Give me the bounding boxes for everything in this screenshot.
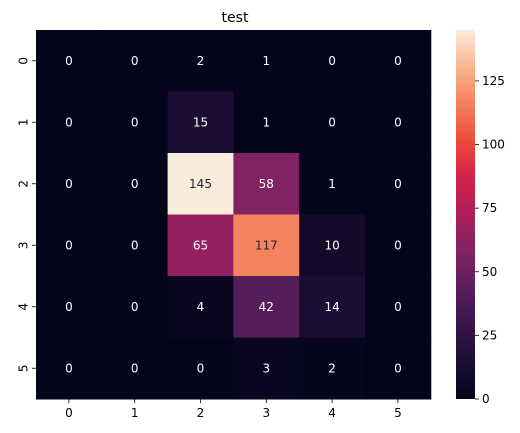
cell-value-label: 0	[394, 361, 402, 375]
cell-value-label: 0	[328, 54, 336, 68]
heatmap-cell	[299, 337, 366, 400]
heatmap-cell	[36, 214, 103, 277]
cell-value-label: 0	[394, 115, 402, 129]
heatmap-cell	[36, 337, 103, 400]
cell-value-label: 0	[131, 115, 139, 129]
y-tick-label: 1	[17, 118, 31, 126]
heatmap-cell	[299, 214, 366, 277]
cell-value-label: 145	[189, 177, 212, 191]
x-tick-label: 1	[131, 406, 139, 420]
heatmap-cell	[365, 276, 432, 338]
heatmap-cells: 0 0 2 1 0 00 0 15 1 0 00 0 145 58 1 00 0 65 117 10 00 0 4 42 14 0…	[36, 30, 432, 400]
cell-value-label: 1	[328, 177, 336, 191]
x-axis: 0 1 2 3 4 5	[65, 399, 402, 420]
heatmap-cell	[36, 153, 103, 215]
cell-value-label: 1	[262, 54, 270, 68]
cell-value-label: 0	[65, 177, 73, 191]
y-tick-label: 2	[17, 180, 31, 188]
heatmap-cell	[365, 91, 432, 154]
cell-value-label: 0	[328, 115, 336, 129]
cell-value-label: 0	[131, 238, 139, 252]
heatmap-cell	[233, 276, 300, 338]
heatmap-cell	[365, 337, 432, 400]
cell-value-label: 0	[131, 300, 139, 314]
cell-value-label: 1	[262, 115, 270, 129]
cell-value-label: 0	[65, 361, 73, 375]
heatmap-cell	[101, 91, 169, 154]
x-tick-label: 5	[394, 406, 402, 420]
heatmap-cell	[167, 276, 234, 338]
heatmap-cell	[299, 30, 366, 92]
y-tick-label: 5	[17, 364, 31, 372]
cell-value-label: 14	[324, 300, 339, 314]
heatmap-cell	[233, 30, 300, 92]
cell-value-label: 42	[259, 300, 274, 314]
heatmap-cell	[299, 276, 366, 338]
cell-value-label: 117	[255, 238, 278, 252]
heatmap-cell	[36, 91, 103, 154]
colorbar-tick-label: 50	[482, 265, 497, 279]
heatmap-cell	[365, 153, 432, 215]
cell-value-label: 0	[65, 300, 73, 314]
heatmap-cell	[299, 91, 366, 154]
heatmap-cell	[365, 214, 432, 277]
colorbar-tick-label: 100	[482, 138, 505, 152]
cell-value-label: 58	[259, 177, 274, 191]
heatmap-cell	[233, 91, 300, 154]
cell-value-label: 4	[197, 300, 205, 314]
cell-value-label: 3	[262, 361, 270, 375]
cell-value-label: 0	[394, 177, 402, 191]
cell-value-label: 0	[65, 54, 73, 68]
heatmap-cell	[167, 153, 234, 215]
cell-value-label: 0	[394, 238, 402, 252]
heatmap-cell	[101, 30, 169, 92]
cell-value-label: 2	[328, 361, 336, 375]
x-tick-label: 3	[262, 406, 270, 420]
x-tick-label: 2	[197, 406, 205, 420]
heatmap-cell	[101, 276, 169, 338]
chart-title: test	[222, 10, 249, 26]
heatmap-cell	[233, 214, 300, 277]
colorbar-tick-label: 125	[482, 74, 505, 88]
cell-value-label: 0	[65, 238, 73, 252]
heatmap-cell	[167, 91, 234, 154]
colorbar-tick-label: 75	[482, 201, 497, 215]
cell-value-label: 0	[394, 54, 402, 68]
heatmap-cell	[101, 337, 169, 400]
y-axis: 0 1 2 3 4 5	[17, 57, 36, 372]
heatmap-cell	[365, 30, 432, 92]
heatmap-cell	[101, 214, 169, 277]
y-tick-label: 0	[17, 57, 31, 65]
y-tick-label: 3	[17, 241, 31, 249]
cell-value-label: 0	[65, 115, 73, 129]
heatmap-cell	[167, 337, 234, 400]
heatmap-cell	[233, 337, 300, 400]
heatmap-cell	[299, 153, 366, 215]
cell-value-label: 0	[394, 300, 402, 314]
colorbar-tick-label: 0	[482, 392, 490, 406]
heatmap-cell	[233, 153, 300, 215]
x-tick-label: 0	[65, 406, 73, 420]
cell-value-label: 0	[131, 361, 139, 375]
colorbar-tick-label: 25	[482, 328, 497, 342]
y-tick-label: 4	[17, 303, 31, 311]
heatmap-cell	[167, 30, 234, 92]
heatmap-cell	[36, 30, 103, 92]
cell-value-label: 15	[193, 115, 208, 129]
colorbar: 0 25 50 75 100 125	[456, 30, 505, 406]
cell-value-label: 65	[193, 238, 208, 252]
heatmap-cell	[36, 276, 103, 338]
cell-value-label: 0	[131, 177, 139, 191]
cell-value-label: 2	[197, 54, 205, 68]
cell-value-label: 0	[131, 54, 139, 68]
cell-value-label: 10	[324, 238, 339, 252]
colorbar-gradient	[456, 30, 475, 399]
heatmap-cell	[167, 214, 234, 277]
heatmap-cell	[101, 153, 169, 215]
cell-value-label: 0	[197, 361, 205, 375]
x-tick-label: 4	[328, 406, 336, 420]
